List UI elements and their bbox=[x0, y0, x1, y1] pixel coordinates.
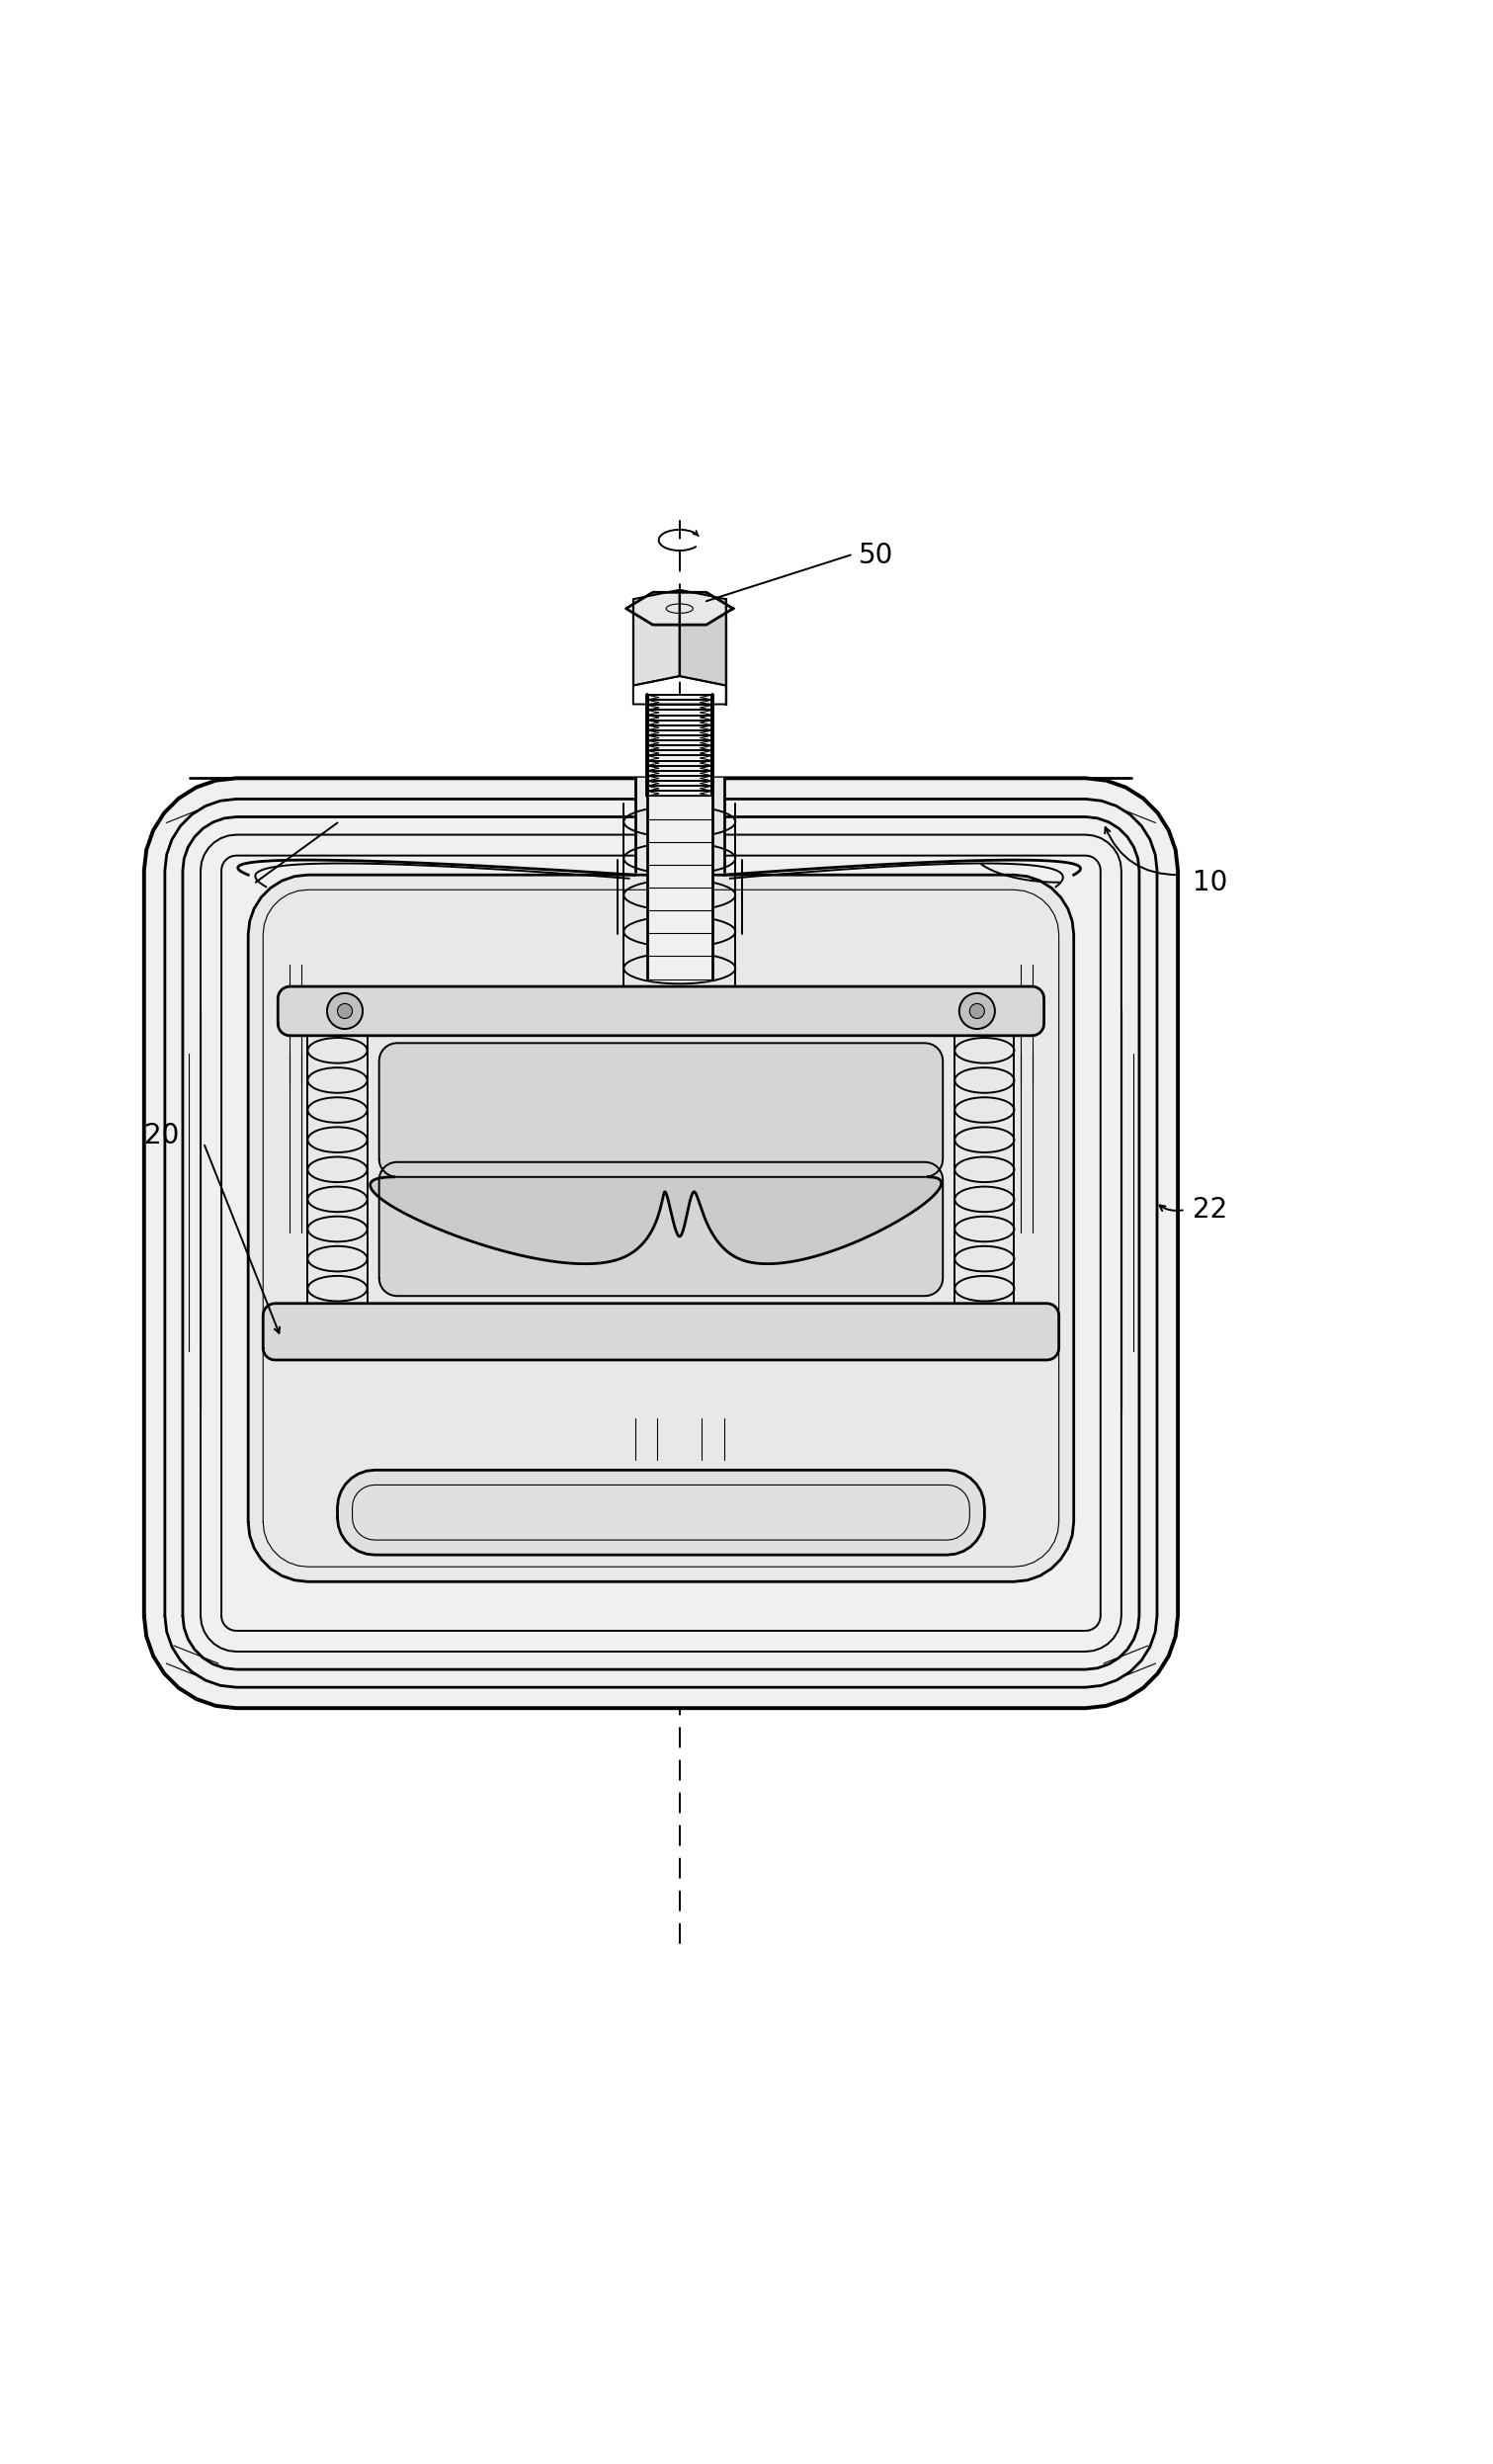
Polygon shape bbox=[370, 1178, 941, 1264]
Circle shape bbox=[327, 993, 363, 1030]
Circle shape bbox=[337, 1003, 352, 1018]
Polygon shape bbox=[646, 695, 712, 796]
Polygon shape bbox=[635, 779, 724, 872]
Polygon shape bbox=[143, 779, 1178, 1708]
Polygon shape bbox=[633, 589, 679, 685]
Text: 10: 10 bbox=[1193, 867, 1227, 897]
Polygon shape bbox=[263, 1303, 1059, 1360]
Text: 50: 50 bbox=[858, 542, 893, 569]
Circle shape bbox=[969, 1003, 984, 1018]
Text: 20: 20 bbox=[143, 1121, 179, 1148]
Polygon shape bbox=[379, 1042, 944, 1178]
Polygon shape bbox=[646, 796, 712, 978]
Polygon shape bbox=[379, 1163, 944, 1296]
Polygon shape bbox=[679, 589, 726, 685]
Text: 22: 22 bbox=[1193, 1195, 1227, 1225]
Polygon shape bbox=[337, 1471, 984, 1555]
Polygon shape bbox=[278, 986, 1044, 1035]
Polygon shape bbox=[626, 591, 733, 626]
Polygon shape bbox=[248, 875, 1073, 1582]
Circle shape bbox=[959, 993, 994, 1030]
